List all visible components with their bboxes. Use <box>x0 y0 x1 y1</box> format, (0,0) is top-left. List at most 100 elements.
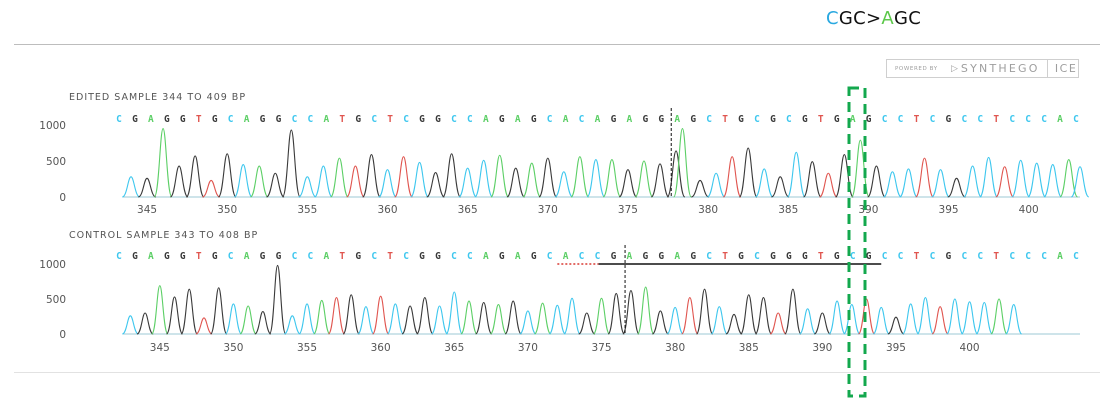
base-call: G <box>770 114 776 125</box>
base-call: G <box>164 251 170 262</box>
peak-trace <box>960 301 979 335</box>
peak-trace <box>283 315 301 335</box>
base-call: A <box>1057 251 1063 262</box>
mutation-highlight-box <box>847 86 867 398</box>
base-call: C <box>786 114 792 125</box>
x-tick-label: 365 <box>458 204 478 216</box>
peak-trace <box>217 153 237 198</box>
base-call: C <box>308 114 314 125</box>
base-call: G <box>276 114 282 125</box>
x-tick-label: 345 <box>137 204 157 216</box>
synthego-logo-icon: ▷ <box>951 63 958 74</box>
peak-trace <box>153 128 173 198</box>
peak-trace <box>224 303 243 335</box>
base-call: T <box>196 251 202 262</box>
base-call: C <box>850 251 856 262</box>
peak-trace <box>771 176 790 198</box>
peak-trace <box>233 164 253 198</box>
peak-trace <box>883 171 902 198</box>
base-call: G <box>499 114 505 125</box>
base-call: C <box>1025 114 1031 125</box>
base-call: C <box>547 251 553 262</box>
peak-trace <box>634 160 654 198</box>
peak-trace <box>990 298 1008 335</box>
base-call: C <box>961 251 967 262</box>
peak-trace <box>652 310 669 335</box>
base-call: A <box>515 114 521 125</box>
peak-trace <box>725 313 743 335</box>
peak-trace <box>268 264 287 335</box>
x-tick-label: 385 <box>778 204 798 216</box>
base-call: G <box>212 251 218 262</box>
peak-trace <box>946 298 964 335</box>
peak-trace <box>754 297 773 335</box>
synthego-ice-badge: POWERED BY ▷ SYNTHEGO ICE <box>886 59 1079 78</box>
base-call: C <box>882 114 888 125</box>
peak-trace <box>722 156 742 198</box>
peak-trace <box>740 294 758 335</box>
peak-trace <box>607 292 625 335</box>
base-call: G <box>435 251 441 262</box>
base-call: T <box>818 251 824 262</box>
peak-trace <box>169 165 189 198</box>
peak-trace <box>121 176 141 198</box>
peak-trace <box>1059 159 1079 198</box>
base-call: C <box>961 114 967 125</box>
peak-trace <box>673 128 692 198</box>
x-tick-label: 375 <box>591 342 611 354</box>
brand-text: SYNTHEGO <box>960 62 1040 75</box>
x-tick-label: 350 <box>217 204 237 216</box>
peak-trace <box>1043 164 1063 198</box>
base-call: G <box>770 251 776 262</box>
peak-trace <box>533 302 552 335</box>
peak-trace <box>691 179 710 198</box>
peak-trace <box>445 291 463 335</box>
peak-trace <box>266 172 285 198</box>
peak-trace <box>570 156 590 198</box>
base-call: G <box>260 114 266 125</box>
peak-trace <box>490 154 510 198</box>
peak-trace <box>460 300 478 335</box>
peak-trace <box>378 169 397 198</box>
base-call: G <box>802 114 808 125</box>
product-text: ICE <box>1054 62 1078 75</box>
base-call: G <box>531 114 537 125</box>
base-call: A <box>627 251 633 262</box>
peak-trace <box>426 171 445 198</box>
base-call: G <box>946 251 952 262</box>
peak-trace <box>394 156 413 198</box>
y-tick-label: 1000 <box>39 120 66 132</box>
peak-trace <box>475 301 493 335</box>
peak-trace <box>979 156 998 198</box>
top-divider <box>14 44 1100 45</box>
base-call: C <box>882 251 888 262</box>
base-call: T <box>387 114 393 125</box>
base-call: G <box>690 251 696 262</box>
peak-trace <box>915 157 934 198</box>
peak-trace <box>239 305 257 335</box>
mutation-part-2: GC> <box>838 8 882 29</box>
base-call: G <box>212 114 218 125</box>
x-tick-label: 390 <box>812 342 832 354</box>
peak-trace <box>872 306 890 335</box>
peak-trace <box>195 317 213 335</box>
x-tick-label: 370 <box>538 204 558 216</box>
base-call: G <box>642 251 648 262</box>
x-tick-label: 355 <box>297 204 317 216</box>
base-call: A <box>323 114 329 125</box>
base-call: A <box>148 114 154 125</box>
base-call: A <box>563 114 569 125</box>
peak-trace <box>136 312 154 335</box>
peak-trace <box>963 165 982 198</box>
base-call: G <box>946 114 952 125</box>
base-call: A <box>674 114 680 125</box>
base-call: G <box>419 251 425 262</box>
base-call: C <box>451 114 457 125</box>
base-call: T <box>196 114 202 125</box>
base-call: A <box>595 114 601 125</box>
base-call: C <box>1073 114 1079 125</box>
peak-trace <box>1011 159 1031 198</box>
panel-title: CONTROL SAMPLE 343 TO 408 BP <box>69 230 258 241</box>
base-call: G <box>642 114 648 125</box>
base-call: G <box>132 251 138 262</box>
